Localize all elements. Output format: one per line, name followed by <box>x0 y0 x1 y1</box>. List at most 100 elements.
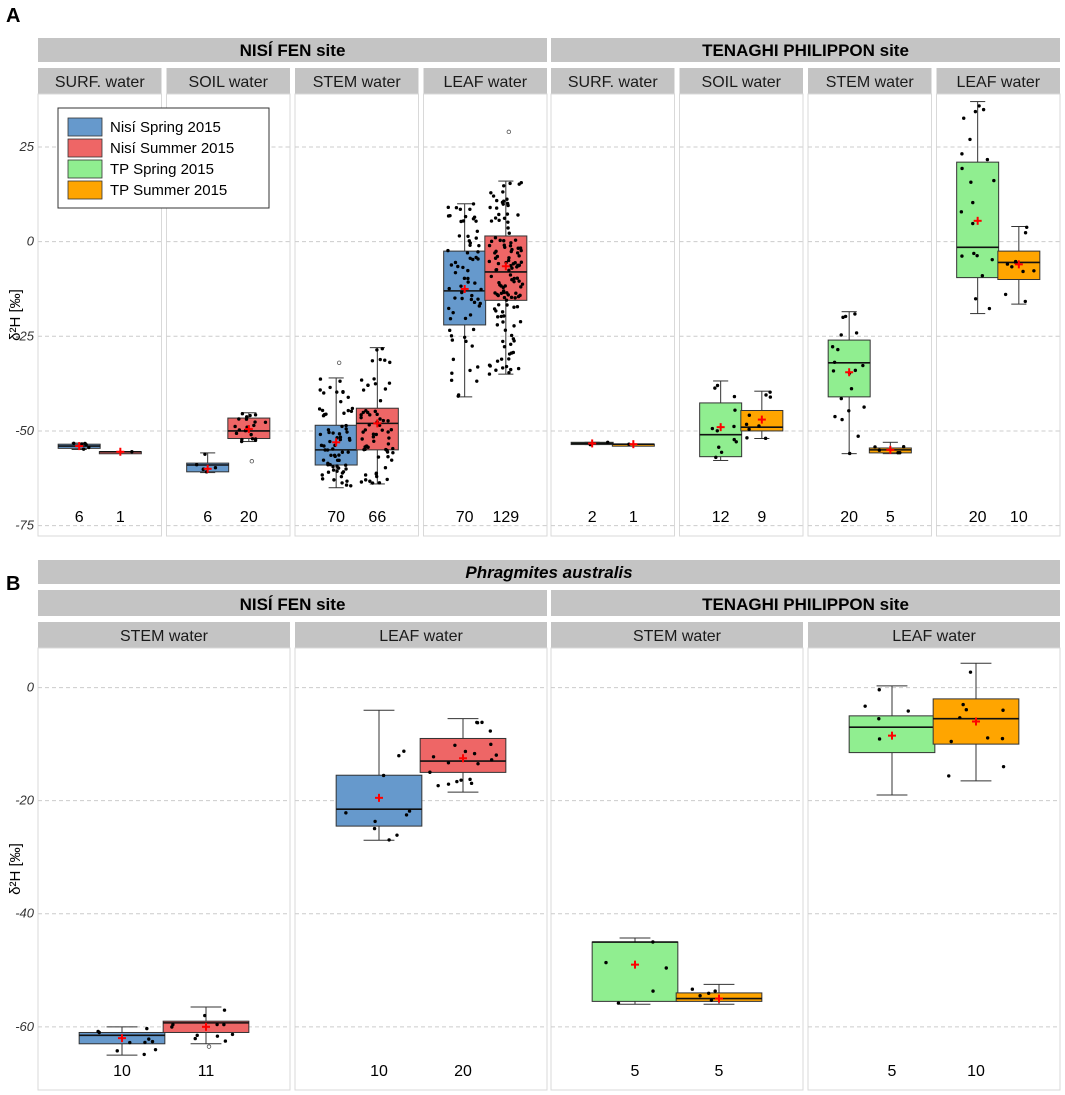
data-point <box>896 451 900 455</box>
data-point <box>706 991 711 996</box>
data-point <box>493 236 498 240</box>
sample-count: 10 <box>370 1063 388 1080</box>
data-point <box>446 205 450 210</box>
data-point <box>476 365 480 369</box>
data-point <box>203 1013 207 1018</box>
data-point <box>511 350 516 355</box>
facet-plot-area <box>294 93 419 537</box>
facet-strip <box>166 68 290 94</box>
data-point <box>496 315 500 319</box>
data-point <box>960 254 964 258</box>
y-axis-title: δ²H [‰] <box>7 843 24 895</box>
box <box>997 250 1041 281</box>
sample-count: 66 <box>368 509 386 526</box>
data-point <box>340 481 344 485</box>
data-point <box>516 366 521 371</box>
data-point <box>969 180 973 184</box>
data-point <box>493 216 498 220</box>
data-point <box>359 413 363 417</box>
sample-count: 2 <box>588 509 597 526</box>
data-point <box>344 811 348 815</box>
data-point <box>763 436 768 441</box>
data-point <box>450 338 455 342</box>
y-tick-label: -50 <box>15 423 35 438</box>
data-point <box>363 445 367 449</box>
data-point <box>517 254 521 258</box>
data-point <box>515 251 520 255</box>
data-point <box>350 406 355 411</box>
data-point <box>338 437 343 442</box>
facet-plot-area <box>807 93 932 537</box>
facet-label: LEAF water <box>443 74 527 91</box>
data-point <box>717 445 721 449</box>
data-point <box>233 424 237 429</box>
data-point <box>877 448 882 452</box>
data-point <box>463 214 468 219</box>
data-point <box>973 109 978 114</box>
data-point <box>508 181 512 186</box>
facet-plot-area <box>550 93 675 537</box>
data-point <box>383 358 387 362</box>
data-point <box>447 286 451 291</box>
data-point <box>977 104 981 108</box>
data-point <box>478 301 482 306</box>
data-point <box>446 761 451 765</box>
data-point <box>339 474 344 479</box>
data-point <box>474 236 478 240</box>
data-point <box>843 314 848 319</box>
facet-plot-area <box>37 647 291 1091</box>
data-point <box>479 287 483 292</box>
y-tick-label: -75 <box>15 518 35 533</box>
data-point <box>331 431 335 435</box>
data-point <box>371 435 376 439</box>
data-point <box>321 458 326 462</box>
data-point <box>509 263 513 268</box>
data-point <box>494 368 498 372</box>
data-point <box>72 441 76 446</box>
data-point <box>476 250 480 254</box>
data-point <box>502 239 506 243</box>
data-point <box>386 430 390 434</box>
sample-count: 20 <box>240 509 258 526</box>
data-point <box>453 260 458 265</box>
data-point <box>337 453 341 457</box>
data-point <box>428 770 432 774</box>
data-point <box>877 737 882 741</box>
facet-label: STEM water <box>120 628 209 645</box>
data-point <box>1023 231 1028 235</box>
data-point <box>359 480 364 484</box>
data-point <box>489 758 494 762</box>
facet-strip <box>551 68 675 94</box>
data-point <box>153 1047 158 1052</box>
data-point <box>516 213 520 217</box>
data-point <box>375 412 379 417</box>
data-point <box>115 1049 119 1053</box>
legend-label: Nisí Spring 2015 <box>110 119 221 136</box>
facet-strip <box>808 68 932 94</box>
data-point <box>504 298 509 302</box>
data-point <box>463 316 468 321</box>
sample-count: 5 <box>715 1063 724 1080</box>
data-point <box>385 450 390 454</box>
data-point <box>373 382 378 386</box>
data-point <box>698 994 702 998</box>
data-point <box>349 484 353 488</box>
data-point <box>477 243 481 248</box>
data-point <box>854 331 859 335</box>
facet-strip <box>423 68 547 94</box>
site-label: NISÍ FEN site <box>240 595 346 614</box>
data-point <box>515 276 520 280</box>
data-point <box>317 407 322 411</box>
data-point <box>335 464 339 468</box>
sample-count: 9 <box>757 509 766 526</box>
outlier-point <box>206 1044 212 1049</box>
sample-count: 10 <box>113 1063 131 1080</box>
data-point <box>342 411 346 415</box>
data-point <box>873 445 877 449</box>
data-point <box>502 216 507 220</box>
data-point <box>1025 225 1029 229</box>
data-point <box>853 312 857 316</box>
facet-label: LEAF water <box>379 628 463 645</box>
data-point <box>322 391 326 395</box>
data-point <box>377 423 382 427</box>
